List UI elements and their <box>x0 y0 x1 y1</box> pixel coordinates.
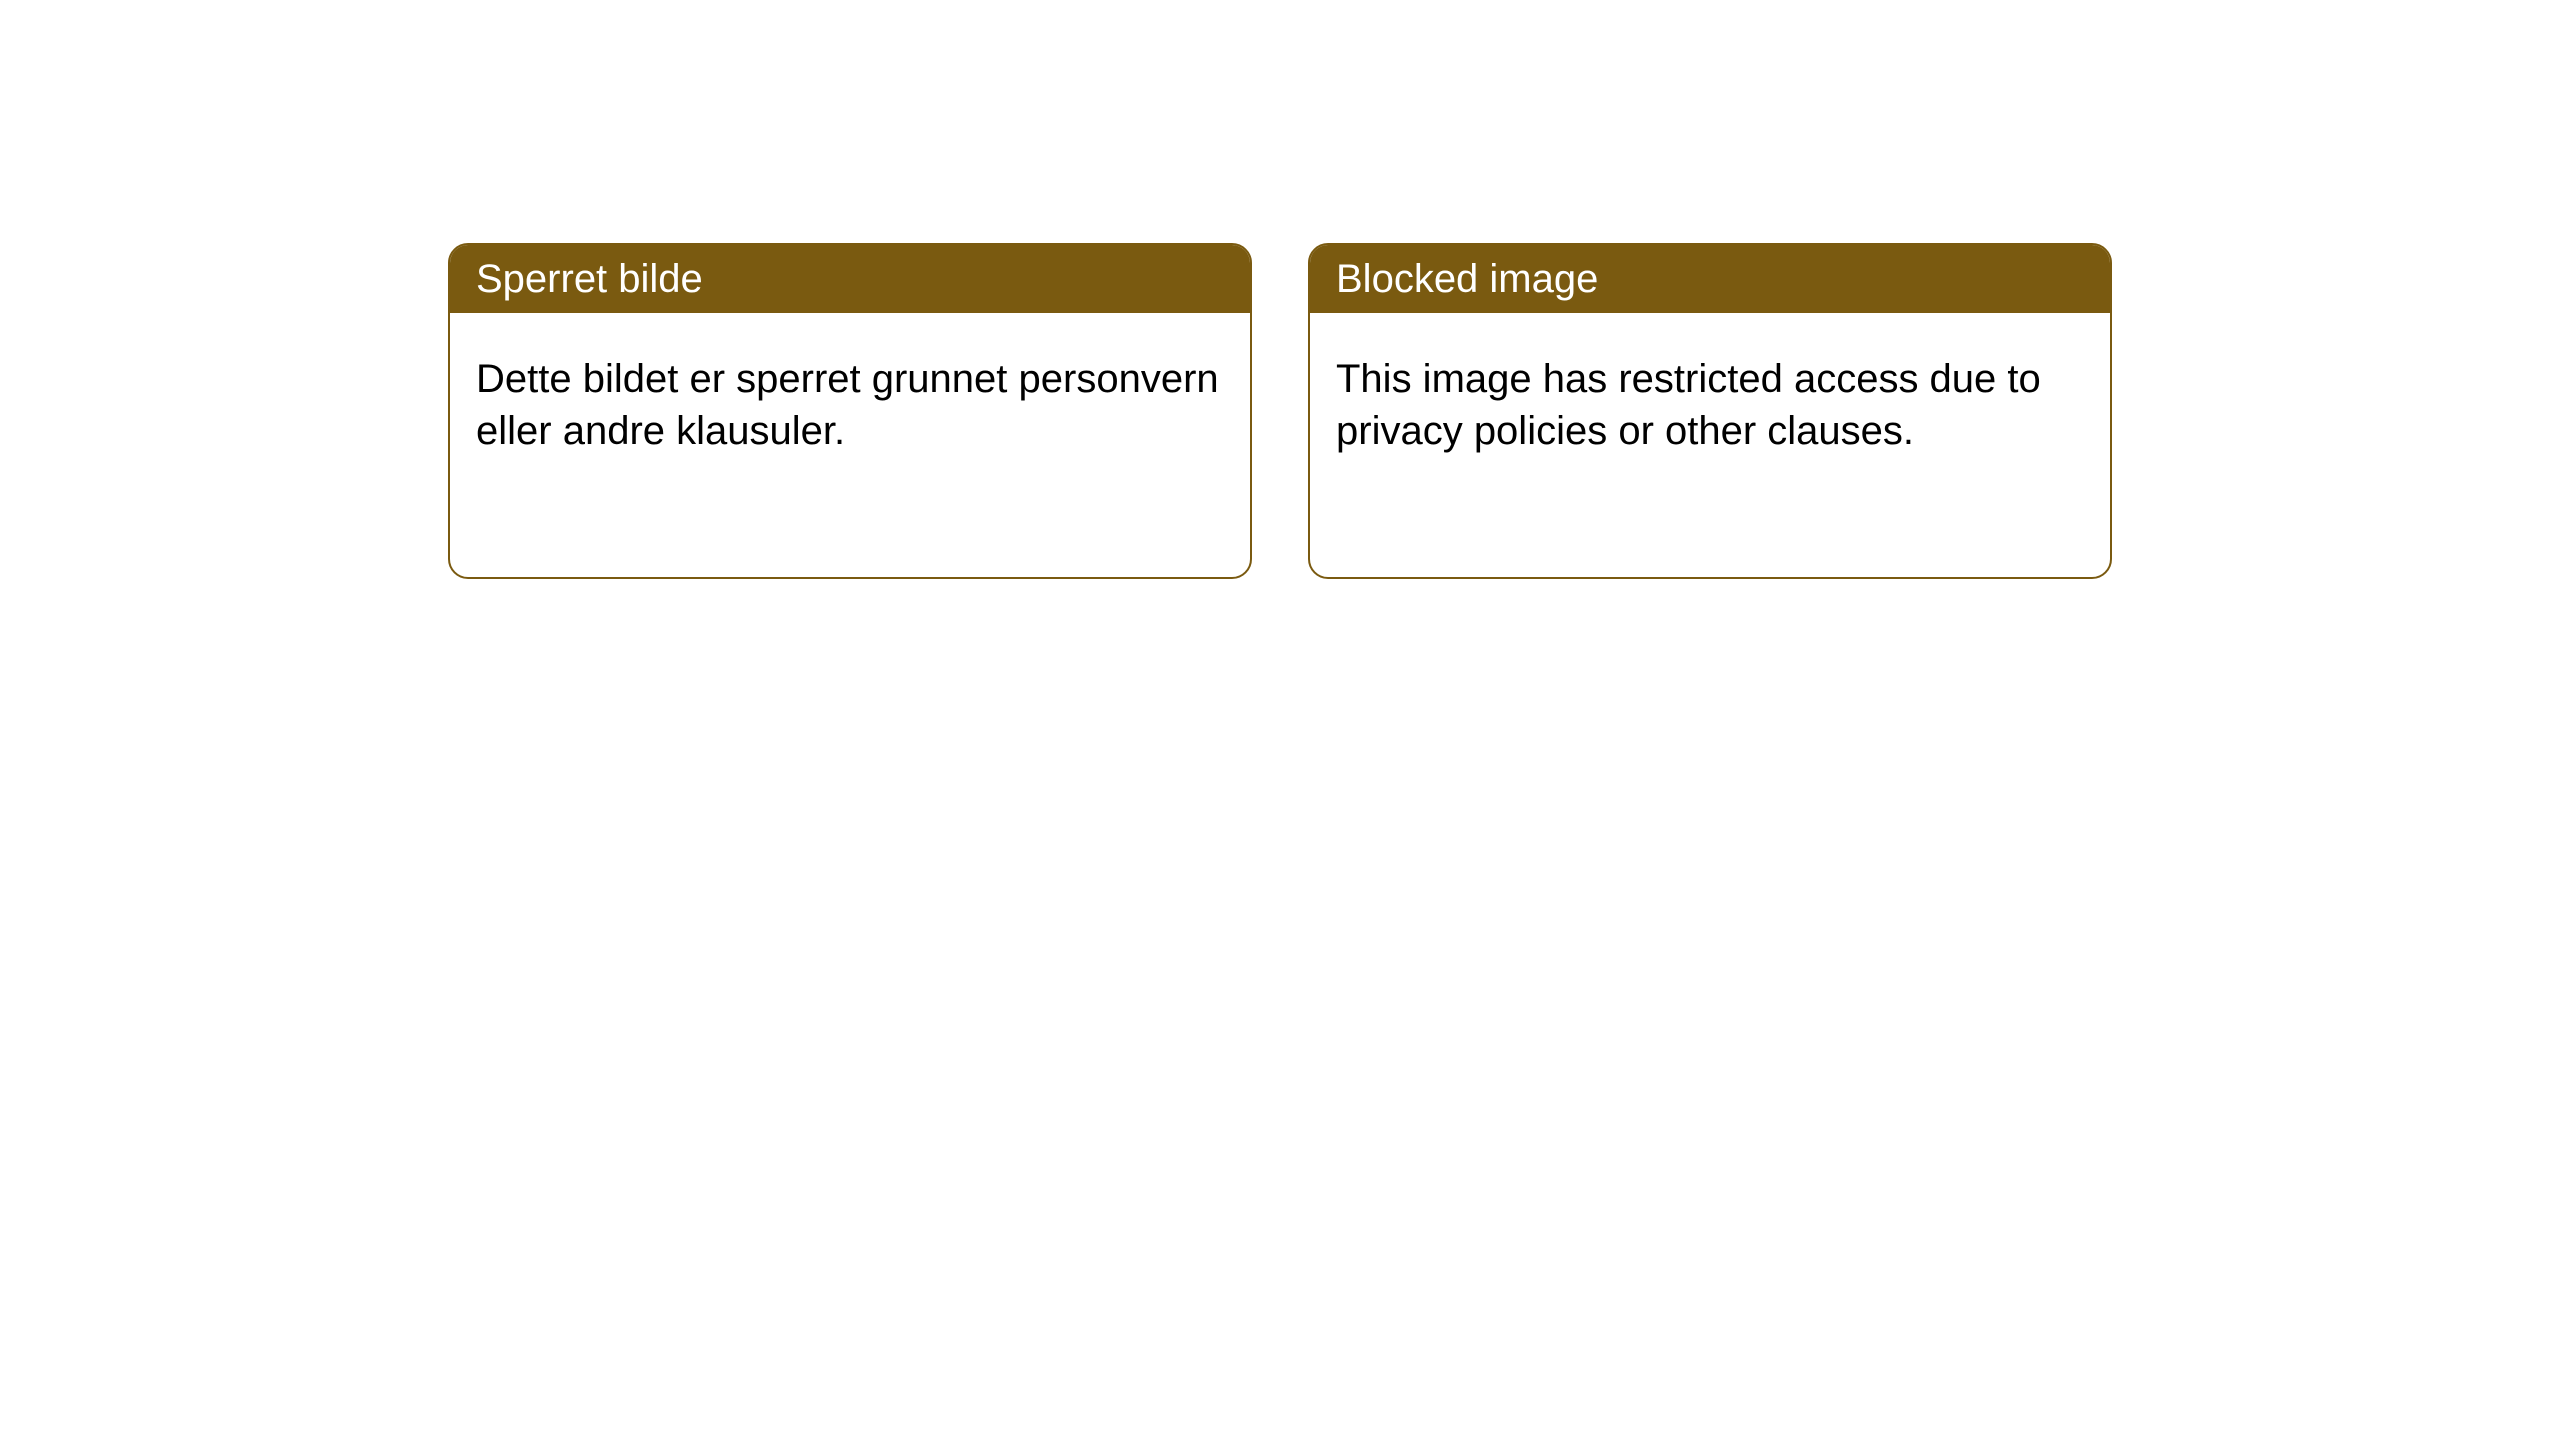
card-header: Sperret bilde <box>450 245 1250 313</box>
card-message: This image has restricted access due to … <box>1336 357 2041 453</box>
notice-card-norwegian: Sperret bilde Dette bildet er sperret gr… <box>448 243 1252 579</box>
card-body: Dette bildet er sperret grunnet personve… <box>450 313 1250 497</box>
card-title: Sperret bilde <box>476 257 703 301</box>
card-title: Blocked image <box>1336 257 1598 301</box>
notice-card-english: Blocked image This image has restricted … <box>1308 243 2112 579</box>
card-header: Blocked image <box>1310 245 2110 313</box>
card-message: Dette bildet er sperret grunnet personve… <box>476 357 1219 453</box>
notice-container: Sperret bilde Dette bildet er sperret gr… <box>0 0 2560 579</box>
card-body: This image has restricted access due to … <box>1310 313 2110 497</box>
